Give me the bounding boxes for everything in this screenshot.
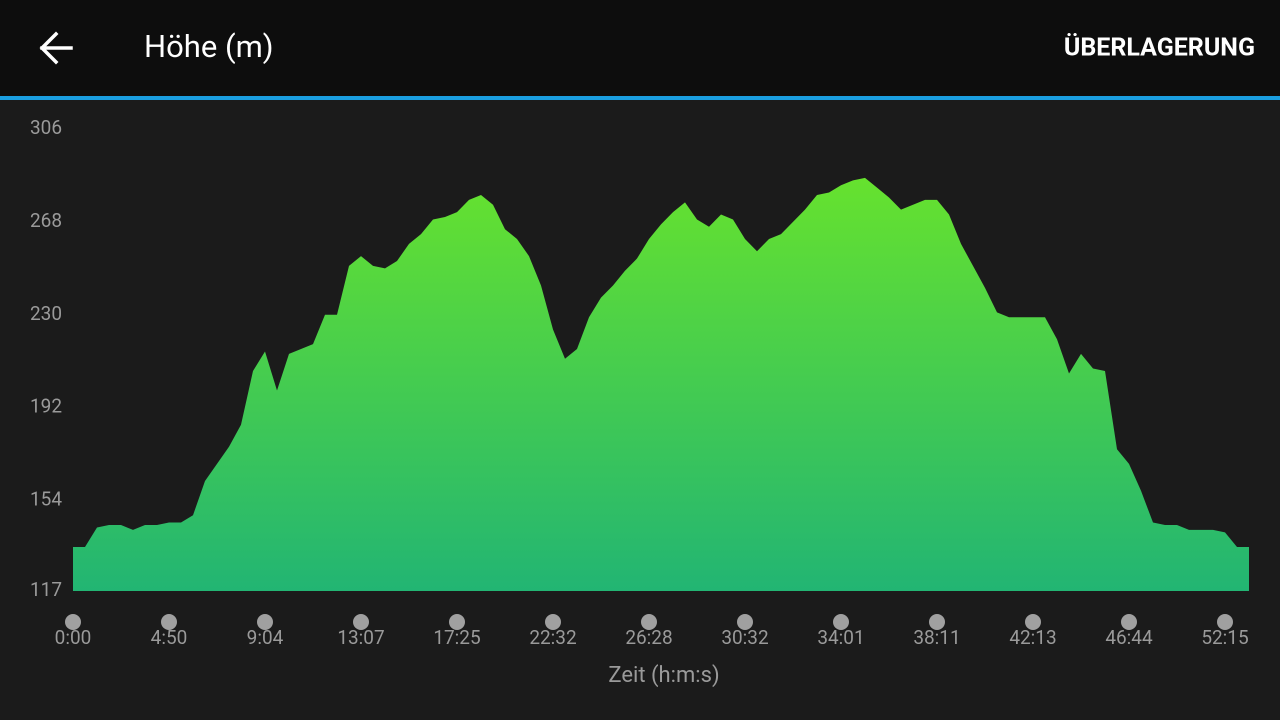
x-axis-title: Zeit (h:m:s) xyxy=(608,663,719,688)
x-tick-label: 22:32 xyxy=(529,626,576,649)
x-tick-label: 26:28 xyxy=(625,626,672,649)
y-tick-label: 306 xyxy=(30,116,62,139)
x-tick-label: 42:13 xyxy=(1009,626,1056,649)
x-tick-dot xyxy=(65,614,81,630)
elevation-area xyxy=(73,177,1249,591)
x-tick-dot xyxy=(1217,614,1233,630)
x-tick-label: 9:04 xyxy=(247,626,284,649)
x-tick-label: 30:32 xyxy=(721,626,768,649)
y-tick-label: 154 xyxy=(30,488,62,511)
overlay-button[interactable]: ÜBERLAGERUNG xyxy=(1064,32,1255,63)
x-tick-dot xyxy=(161,614,177,630)
y-tick-label: 192 xyxy=(30,395,62,418)
x-tick-label: 4:50 xyxy=(151,626,188,649)
y-tick-label: 230 xyxy=(30,302,62,325)
y-tick-label: 268 xyxy=(30,209,62,232)
x-tick-dot xyxy=(833,614,849,630)
x-tick-dot xyxy=(353,614,369,630)
x-tick-label: 17:25 xyxy=(433,626,480,649)
x-tick-label: 52:15 xyxy=(1201,626,1248,649)
x-tick-dot xyxy=(449,614,465,630)
toolbar-divider xyxy=(0,96,1280,100)
x-tick-dot xyxy=(737,614,753,630)
x-tick-label: 13:07 xyxy=(337,626,384,649)
toolbar xyxy=(0,0,1280,96)
x-tick-dot xyxy=(1025,614,1041,630)
x-tick-dot xyxy=(641,614,657,630)
x-tick-label: 38:11 xyxy=(913,626,960,649)
x-tick-label: 0:00 xyxy=(55,626,92,649)
x-tick-label: 34:01 xyxy=(817,626,864,649)
screen-title: Höhe (m) xyxy=(144,28,274,65)
x-tick-dot xyxy=(257,614,273,630)
back-button[interactable] xyxy=(39,31,73,65)
x-tick-label: 46:44 xyxy=(1105,626,1153,649)
x-tick-dot xyxy=(929,614,945,630)
x-tick-dot xyxy=(1121,614,1137,630)
x-tick-dot xyxy=(545,614,561,630)
y-tick-label: 117 xyxy=(30,578,62,601)
